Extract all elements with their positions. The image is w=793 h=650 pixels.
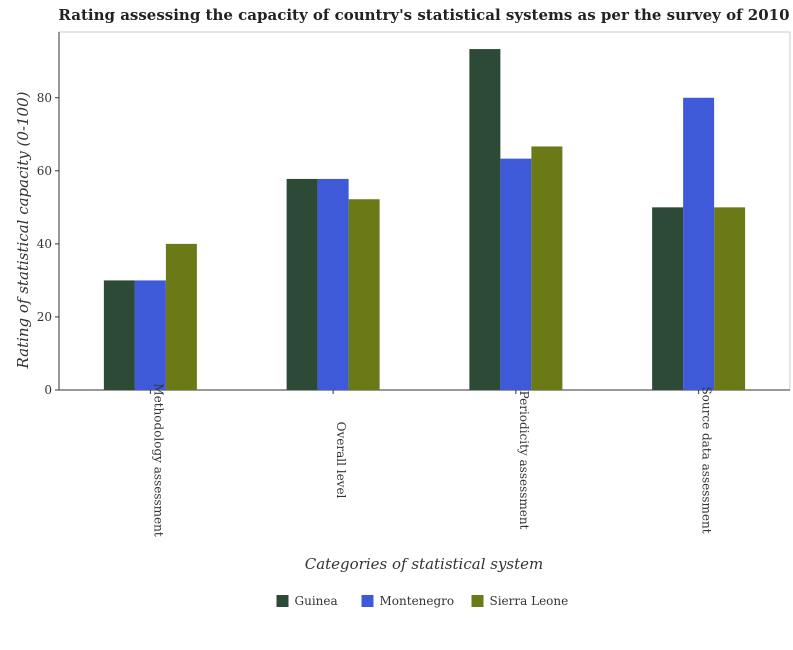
x-tick-label: Overall level	[334, 422, 348, 499]
bar	[469, 49, 501, 391]
bar	[714, 207, 746, 390]
chart-title: Rating assessing the capacity of country…	[58, 6, 789, 24]
y-tick-label: 60	[37, 164, 52, 178]
legend-label: Montenegro	[380, 594, 455, 608]
legend: Guinea Montenegro Sierra Leone	[276, 594, 569, 608]
bar	[348, 199, 380, 390]
bar	[500, 158, 532, 390]
y-tick-label: 80	[37, 91, 52, 105]
x-tick-label: Periodicity assessment	[517, 391, 531, 530]
legend-swatch	[361, 595, 374, 607]
bar	[134, 280, 166, 390]
x-axis-label: Categories of statistical system	[305, 555, 544, 573]
bar	[286, 178, 318, 390]
bar	[103, 280, 135, 390]
bar	[165, 243, 197, 390]
bar	[531, 146, 563, 390]
x-tick-label: Source data assessment	[700, 386, 714, 533]
legend-swatch	[471, 595, 484, 607]
bar	[683, 97, 715, 391]
y-axis-label: Rating of statistical capacity (0-100)	[14, 91, 32, 369]
bar	[652, 207, 684, 390]
bar	[317, 178, 349, 390]
legend-label: Guinea	[295, 594, 338, 608]
x-tick-label: Methodology assessment	[151, 383, 165, 537]
y-tick-label: 20	[37, 310, 52, 324]
plot-area: 0 20 40 60 80 Methodology assessment Overall l…	[37, 31, 791, 537]
y-tick-label: 40	[37, 237, 52, 251]
y-tick-label: 0	[44, 383, 52, 397]
legend-swatch	[276, 595, 289, 607]
legend-label: Sierra Leone	[490, 594, 569, 608]
